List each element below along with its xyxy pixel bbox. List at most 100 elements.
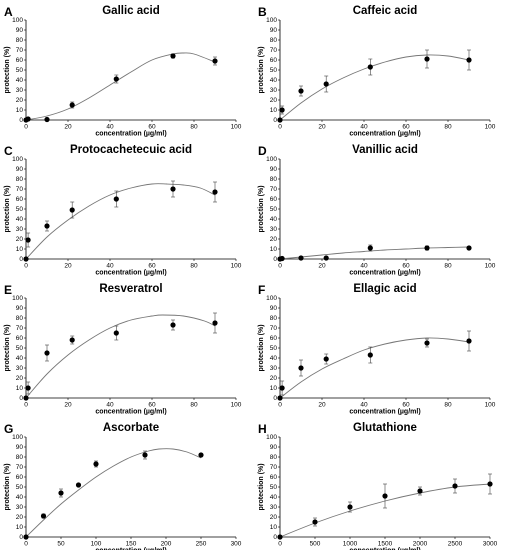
y-tick-label: 90 bbox=[270, 444, 278, 451]
y-tick-label: 10 bbox=[270, 524, 278, 531]
x-tick-label: 80 bbox=[190, 263, 198, 270]
y-tick-label: 30 bbox=[270, 87, 278, 94]
x-tick-label: 3000 bbox=[483, 541, 498, 548]
y-tick-label: 40 bbox=[270, 77, 278, 84]
x-tick-label: 20 bbox=[64, 124, 72, 131]
y-tick-label: 100 bbox=[12, 17, 23, 24]
y-tick-label: 90 bbox=[16, 444, 24, 451]
y-tick-label: 90 bbox=[16, 166, 24, 173]
panel-title: Resveratrol bbox=[99, 283, 162, 295]
y-tick-label: 20 bbox=[270, 97, 278, 104]
y-tick-label: 50 bbox=[16, 206, 24, 213]
y-tick-label: 20 bbox=[16, 97, 24, 104]
data-point bbox=[113, 196, 119, 202]
x-tick-label: 50 bbox=[57, 541, 65, 548]
y-tick-label: 40 bbox=[270, 216, 278, 223]
y-tick-label: 0 bbox=[273, 256, 277, 263]
y-tick-label: 60 bbox=[16, 335, 24, 342]
x-tick-label: 60 bbox=[402, 402, 410, 409]
x-tick-label: 80 bbox=[190, 124, 198, 131]
y-tick-label: 90 bbox=[16, 27, 24, 34]
x-tick-label: 100 bbox=[91, 541, 102, 548]
y-tick-label: 100 bbox=[266, 295, 277, 302]
data-point bbox=[198, 452, 204, 458]
data-point bbox=[312, 519, 318, 525]
x-axis-label: concentration (µg/ml) bbox=[349, 131, 420, 138]
fit-curve bbox=[279, 246, 470, 260]
y-tick-label: 100 bbox=[266, 17, 277, 24]
data-point bbox=[452, 483, 458, 489]
data-point bbox=[417, 488, 423, 494]
data-point bbox=[44, 116, 50, 123]
x-tick-label: 40 bbox=[360, 124, 368, 131]
y-tick-label: 70 bbox=[16, 186, 24, 193]
y-tick-label: 70 bbox=[270, 325, 278, 332]
data-point bbox=[212, 189, 218, 195]
data-point bbox=[466, 245, 472, 251]
y-tick-label: 10 bbox=[16, 107, 24, 114]
data-point bbox=[69, 337, 75, 343]
y-tick-label: 80 bbox=[270, 176, 278, 183]
data-point bbox=[298, 365, 304, 371]
fit-curve bbox=[25, 183, 216, 260]
y-tick-label: 30 bbox=[270, 226, 278, 233]
y-tick-label: 30 bbox=[16, 87, 24, 94]
y-axis-label: protection (%) bbox=[258, 324, 265, 371]
x-tick-label: 0 bbox=[24, 124, 28, 131]
data-point bbox=[212, 320, 218, 326]
panel-letter: H bbox=[258, 422, 267, 436]
x-tick-label: 100 bbox=[485, 124, 496, 131]
x-tick-label: 60 bbox=[148, 402, 156, 409]
panel-a: A Gallic acid 0 10 20 30 40 50 60 70 80 90 100 0 20 40 6… bbox=[4, 5, 242, 138]
data-point bbox=[44, 223, 50, 229]
y-tick-label: 0 bbox=[273, 395, 277, 402]
x-tick-label: 500 bbox=[310, 541, 321, 548]
y-tick-label: 100 bbox=[266, 434, 277, 441]
fit-curve bbox=[25, 448, 202, 538]
y-tick-label: 70 bbox=[16, 325, 24, 332]
panel-e: E Resveratrol 0 10 20 30 40 50 60 70 80 90 100 0 20 40 6… bbox=[4, 283, 242, 416]
data-point bbox=[277, 395, 283, 401]
data-point bbox=[113, 76, 119, 82]
data-point bbox=[170, 53, 176, 59]
y-tick-label: 0 bbox=[19, 117, 23, 124]
data-point bbox=[424, 245, 430, 251]
y-tick-label: 60 bbox=[270, 196, 278, 203]
y-tick-label: 0 bbox=[19, 534, 23, 541]
panel-letter: A bbox=[4, 5, 13, 19]
panel-letter: B bbox=[258, 5, 267, 19]
y-tick-label: 70 bbox=[270, 186, 278, 193]
data-point bbox=[58, 490, 64, 496]
data-point bbox=[323, 255, 329, 261]
data-point bbox=[170, 186, 176, 192]
y-tick-label: 10 bbox=[16, 524, 24, 531]
y-tick-label: 0 bbox=[273, 117, 277, 124]
y-tick-label: 0 bbox=[19, 395, 23, 402]
data-point bbox=[23, 534, 29, 540]
x-tick-label: 100 bbox=[231, 263, 242, 270]
panel-c: C Protocachetecuic acid 0 10 20 30 40 50 60 70 80 9… bbox=[4, 144, 242, 277]
panel-letter: C bbox=[4, 144, 13, 158]
y-tick-label: 30 bbox=[270, 504, 278, 511]
data-point bbox=[323, 81, 329, 87]
fit-curve bbox=[25, 314, 216, 399]
y-tick-label: 30 bbox=[16, 504, 24, 511]
x-tick-label: 1000 bbox=[343, 541, 358, 548]
x-tick-label: 20 bbox=[64, 402, 72, 409]
x-tick-label: 40 bbox=[106, 263, 114, 270]
x-tick-label: 2000 bbox=[413, 541, 428, 548]
y-tick-label: 40 bbox=[16, 355, 24, 362]
data-point bbox=[279, 107, 285, 113]
x-axis-label: concentration (µg/ml) bbox=[95, 409, 166, 416]
x-tick-label: 200 bbox=[161, 541, 172, 548]
y-axis-label: protection (%) bbox=[4, 463, 11, 510]
y-tick-label: 50 bbox=[270, 67, 278, 74]
fit-curve bbox=[25, 52, 216, 121]
data-point bbox=[113, 330, 119, 336]
x-tick-label: 20 bbox=[318, 263, 326, 270]
panel-title: Ascorbate bbox=[103, 422, 159, 434]
panel-g: G Ascorbate 0 10 20 30 40 50 60 70 80 90 100 0 50 100 15… bbox=[4, 422, 242, 550]
y-tick-label: 90 bbox=[270, 27, 278, 34]
x-tick-label: 100 bbox=[485, 402, 496, 409]
panel-d: D Vanillic acid 0 10 20 30 40 50 60 70 80 90 100 0 20 4… bbox=[258, 144, 496, 277]
